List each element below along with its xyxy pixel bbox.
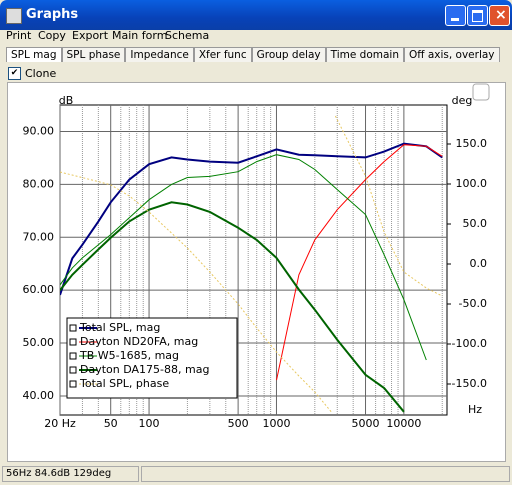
y2-tick-label: 0.0 <box>470 257 488 270</box>
checkbox-label: Clone <box>25 67 57 80</box>
menu-item[interactable]: Export <box>72 29 109 42</box>
y2-tick-label: -100.0 <box>452 337 487 350</box>
x-tick-label: 1000 <box>262 417 290 430</box>
legend-checkbox <box>69 366 77 374</box>
x-tick-label: 20 Hz <box>44 417 76 430</box>
tab[interactable]: Group delay <box>251 47 326 62</box>
corner-box <box>472 83 490 101</box>
x-tick-label: 100 <box>139 417 160 430</box>
window-title: Graphs <box>26 7 79 22</box>
menu-item[interactable]: Main form <box>112 29 168 42</box>
y-tick-label: 50.00 <box>23 336 55 349</box>
y-tick-label: 60.00 <box>23 283 55 296</box>
y2-tick-label: -150.0 <box>452 377 487 390</box>
legend-checkbox <box>69 324 77 332</box>
tab[interactable]: SPL phase <box>61 47 126 62</box>
status-panel <box>141 466 510 482</box>
clone-toggle[interactable]: ✔ Clone <box>8 67 56 80</box>
x-tick-label: 50 <box>104 417 118 430</box>
menu-item[interactable]: Copy <box>38 29 66 42</box>
title-bar: Graphs × <box>0 0 512 30</box>
series-line <box>60 154 427 361</box>
y2-axis-label: deg <box>452 94 473 107</box>
legend-checkbox <box>69 380 77 388</box>
maximize-button[interactable] <box>467 5 488 26</box>
legend-box <box>66 317 238 399</box>
series-line <box>276 144 443 381</box>
tab[interactable]: Off axis, overlay <box>403 47 500 62</box>
series-line <box>60 201 405 413</box>
status-bar: 56Hz 84.6dB 129deg <box>2 466 139 482</box>
series-line <box>60 115 443 413</box>
y2-tick-label: 50.0 <box>463 217 488 230</box>
legend-label: TB W5-1685, mag <box>79 349 179 362</box>
x-tick-label: 500 <box>228 417 249 430</box>
legend-checkbox <box>69 352 77 360</box>
legend-label: Total SPL, mag <box>79 321 160 334</box>
tab-bar: SPL mag SPL phase Impedance Xfer func Group … <box>6 47 500 62</box>
series-line <box>60 142 443 296</box>
y-tick-label: 40.00 <box>23 389 55 402</box>
menu-item[interactable]: Print <box>6 29 32 42</box>
tab[interactable]: Impedance <box>125 47 194 62</box>
legend-label: Dayton ND20FA, mag <box>80 335 198 348</box>
y-tick-label: 90.00 <box>23 124 55 137</box>
legend-label: Total SPL, phase <box>79 377 169 390</box>
minimize-button[interactable] <box>445 5 466 26</box>
y2-tick-label: 150.0 <box>456 137 488 150</box>
y2-tick-label: -50.0 <box>459 297 487 310</box>
tab[interactable]: Time domain <box>325 47 404 62</box>
x-axis-label: Hz <box>468 403 482 416</box>
tab[interactable]: Xfer func <box>193 47 252 62</box>
x-tick-label: 10000 <box>386 417 421 430</box>
app-icon <box>6 8 22 24</box>
checkbox[interactable]: ✔ <box>8 67 21 80</box>
close-button[interactable]: × <box>489 5 510 26</box>
series-group <box>60 115 443 413</box>
y-tick-label: 80.00 <box>23 177 55 190</box>
menu-item[interactable]: Schema <box>165 29 210 42</box>
legend-checkbox <box>69 338 77 346</box>
y-tick-label: 70.00 <box>23 230 55 243</box>
legend-label: Dayton DA175-88, mag <box>80 363 209 376</box>
y-axis-label: dB <box>59 94 74 107</box>
y2-tick-label: 100.0 <box>456 177 488 190</box>
tab[interactable]: SPL mag <box>6 47 62 62</box>
x-tick-label: 5000 <box>352 417 380 430</box>
